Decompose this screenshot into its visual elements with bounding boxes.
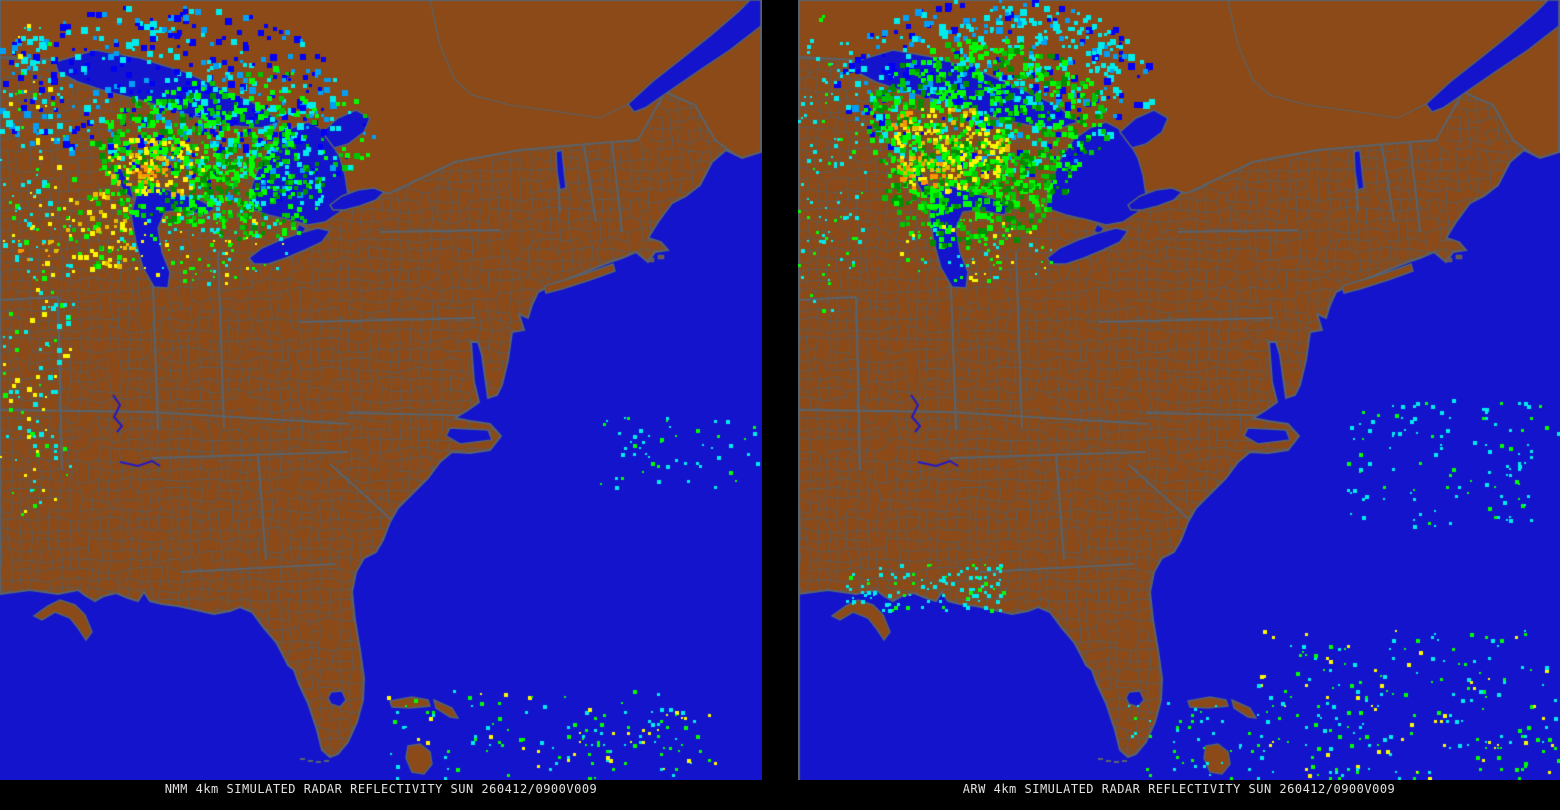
panel-divider xyxy=(762,0,798,810)
arw-caption: ARW 4km SIMULATED RADAR REFLECTIVITY SUN… xyxy=(962,782,1396,796)
radar-panel-arw: ARW 4km SIMULATED RADAR REFLECTIVITY SUN… xyxy=(798,0,1560,810)
radar-panel-nmm: NMM 4km SIMULATED RADAR REFLECTIVITY SUN… xyxy=(0,0,762,810)
nmm-map-image xyxy=(0,0,762,780)
nmm-caption: NMM 4km SIMULATED RADAR REFLECTIVITY SUN… xyxy=(164,782,598,796)
arw-map-image xyxy=(798,0,1560,780)
